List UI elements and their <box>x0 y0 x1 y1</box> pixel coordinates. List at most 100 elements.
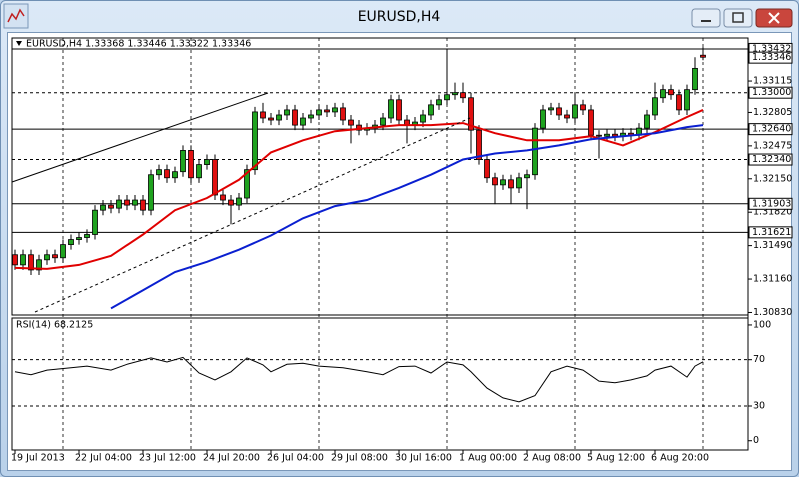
candle-body <box>476 129 482 160</box>
candle-body <box>484 159 490 179</box>
minimize-button[interactable] <box>691 8 721 28</box>
candle-body <box>228 199 234 206</box>
candle-body <box>332 107 338 113</box>
candle-body <box>580 104 586 111</box>
candle-body <box>276 114 282 121</box>
candle-body <box>388 99 394 119</box>
candle-body <box>564 114 570 119</box>
candle-body <box>260 111 266 119</box>
candle-body <box>700 54 706 58</box>
candle-body <box>516 177 522 189</box>
y-tick-label: 1.30830 <box>753 307 792 318</box>
candle-body <box>676 94 682 111</box>
level-label: 1.32640 <box>752 124 791 135</box>
candle-body <box>196 164 202 179</box>
candle-body <box>44 254 50 261</box>
y-tick-label: 0 <box>753 435 759 446</box>
y-tick-label: 1.31160 <box>753 274 792 285</box>
candle-body <box>452 92 458 96</box>
x-tick-label: 22 Jul 04:00 <box>75 453 132 464</box>
candle-body <box>492 177 498 186</box>
restore-icon <box>732 12 744 23</box>
candle-body <box>84 234 90 238</box>
window-icon[interactable] <box>3 3 29 29</box>
candle-body <box>596 134 602 137</box>
y-tick-label: 1.31820 <box>753 207 792 218</box>
candle-body <box>108 204 114 209</box>
candle-body <box>236 197 242 206</box>
candle-body <box>548 107 554 111</box>
candle-body <box>524 174 530 179</box>
candle-body <box>220 194 226 201</box>
level-label: 1.32340 <box>752 154 791 165</box>
x-tick-label: 2 Aug 08:00 <box>523 453 581 464</box>
candle-body <box>12 254 18 266</box>
candle-body <box>140 199 146 211</box>
candle-body <box>508 179 514 189</box>
icon-graph <box>7 8 25 23</box>
candle-body <box>428 104 434 116</box>
candle-body <box>132 199 138 206</box>
level-box <box>748 86 793 99</box>
candle-body <box>92 209 98 235</box>
x-tick-label: 5 Aug 12:00 <box>587 453 645 464</box>
candle-body <box>244 169 250 199</box>
candle-body <box>540 109 546 129</box>
level-label: 1.33000 <box>752 87 791 98</box>
candle-body <box>644 114 650 129</box>
candle-body <box>300 117 306 126</box>
candle-body <box>340 107 346 121</box>
channel-line <box>34 117 471 313</box>
y-tick-label: 1.31490 <box>753 240 792 251</box>
x-tick-label: 23 Jul 12:00 <box>139 453 196 464</box>
rsi-line <box>14 356 704 403</box>
candle-body <box>380 117 386 126</box>
candle-body <box>420 114 426 123</box>
candle-body <box>116 199 122 209</box>
candle-body <box>692 67 698 91</box>
moving-average <box>110 124 704 310</box>
candle-body <box>172 171 178 179</box>
candle-body <box>436 99 442 106</box>
x-tick-label: 24 Jul 20:00 <box>203 453 260 464</box>
candle-body <box>28 254 34 271</box>
candle-body <box>268 117 274 121</box>
x-tick-label: 26 Jul 04:00 <box>267 453 324 464</box>
candle-body <box>604 133 610 137</box>
y-tick-label: 1.32150 <box>753 173 792 184</box>
candle-body <box>188 150 194 179</box>
restore-button[interactable] <box>723 8 753 28</box>
x-tick-label: 6 Aug 20:00 <box>651 453 709 464</box>
level-box <box>748 51 793 64</box>
candle-body <box>572 104 578 119</box>
candle-body <box>588 109 594 136</box>
pane-menu-arrow[interactable] <box>16 41 22 46</box>
candle-body <box>684 89 690 111</box>
candle-body <box>180 150 186 173</box>
y-tick-label: 1.32805 <box>753 107 792 118</box>
y-tick-label: 100 <box>753 319 771 330</box>
level-label: 1.31621 <box>752 227 791 238</box>
candle-body <box>660 89 666 99</box>
candle-body <box>292 109 298 126</box>
window-title: EURUSD,H4 <box>358 9 441 25</box>
candle-body <box>156 169 162 176</box>
candle-body <box>100 204 106 211</box>
level-box <box>748 123 793 136</box>
y-tick-label: 1.32475 <box>753 140 792 151</box>
candle-body <box>20 254 26 266</box>
level-box <box>748 226 793 239</box>
candle-body <box>460 92 466 99</box>
candle-body <box>68 239 74 246</box>
candle-body <box>36 259 42 271</box>
x-tick-label: 29 Jul 08:00 <box>331 453 388 464</box>
candle-body <box>468 97 474 131</box>
x-tick-label: 30 Jul 16:00 <box>395 453 452 464</box>
rsi-header: RSI(14) 68.2125 <box>16 320 93 331</box>
y-tick-label: 70 <box>753 354 765 365</box>
candle-body <box>348 119 354 126</box>
candle-body <box>124 199 130 206</box>
y-tick-label: 1.33115 <box>753 76 792 87</box>
